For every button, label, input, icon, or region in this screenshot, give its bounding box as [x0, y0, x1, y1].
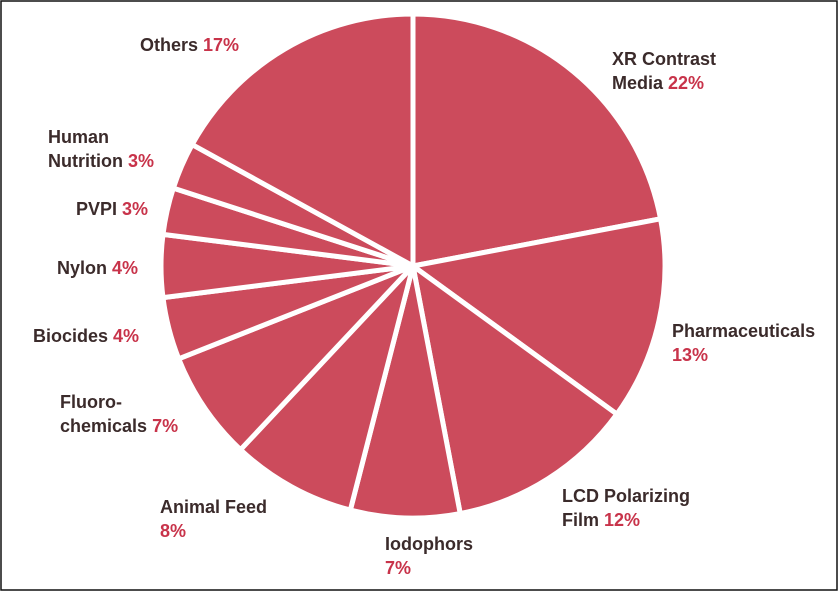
slice-label-line: Pharmaceuticals: [672, 321, 815, 341]
slice-label-line: XR Contrast: [612, 49, 716, 69]
value-label: 3%: [128, 151, 154, 171]
slice-label-line: Iodophors: [385, 534, 473, 554]
pie-slice: [237, 263, 416, 513]
slice-label: Iodophors: [385, 534, 473, 554]
slice-label: PVPI: [76, 199, 117, 219]
slice-label-line: Biocides: [33, 326, 108, 346]
value-label: 8%: [160, 521, 186, 541]
slice-label: Animal Feed: [160, 497, 267, 517]
value-label: 4%: [112, 258, 138, 278]
slice-label-line: Fluoro-: [60, 392, 122, 412]
value-label: 7%: [385, 558, 411, 578]
value-label: 3%: [122, 199, 148, 219]
slice-label-line: Animal Feed: [160, 497, 267, 517]
slice-label-line: Nylon: [57, 258, 107, 278]
slice-label: Fluoro-chemicals: [60, 392, 147, 436]
slice-label-line: PVPI: [76, 199, 117, 219]
pie: [158, 11, 668, 521]
slice-label-line: chemicals: [60, 416, 147, 436]
slice-label-line: Film: [562, 510, 599, 530]
value-label: 13%: [672, 345, 708, 365]
pie-slice: [410, 263, 620, 517]
slice-label-line: Others: [140, 35, 198, 55]
slice-label: Nylon: [57, 258, 107, 278]
slice-label: XR Contrast Media: [612, 49, 716, 93]
slice-label: Pharmaceuticals: [672, 321, 815, 341]
slice-label: LCD Polarizing Film: [562, 486, 690, 530]
slice-label-line: Media: [612, 73, 664, 93]
value-label: 4%: [113, 326, 139, 346]
pie-slice: [189, 11, 416, 269]
pie-slice: [410, 216, 668, 417]
slice-label-line: Human: [48, 127, 109, 147]
slice-label: Biocides: [33, 326, 108, 346]
labels: XR Contrast Media 22% Pharmaceuticals 13% LCD…: [33, 35, 815, 578]
value-label: 17%: [203, 35, 239, 55]
value-label: 12%: [604, 510, 640, 530]
slice-label: Others: [140, 35, 198, 55]
slice-label-line: LCD Polarizing: [562, 486, 690, 506]
slice-label-line: Nutrition: [48, 151, 123, 171]
slice-label: Human Nutrition: [48, 127, 123, 171]
value-label: 7%: [152, 416, 178, 436]
pie-slice: [410, 11, 664, 269]
value-label: 22%: [668, 73, 704, 93]
